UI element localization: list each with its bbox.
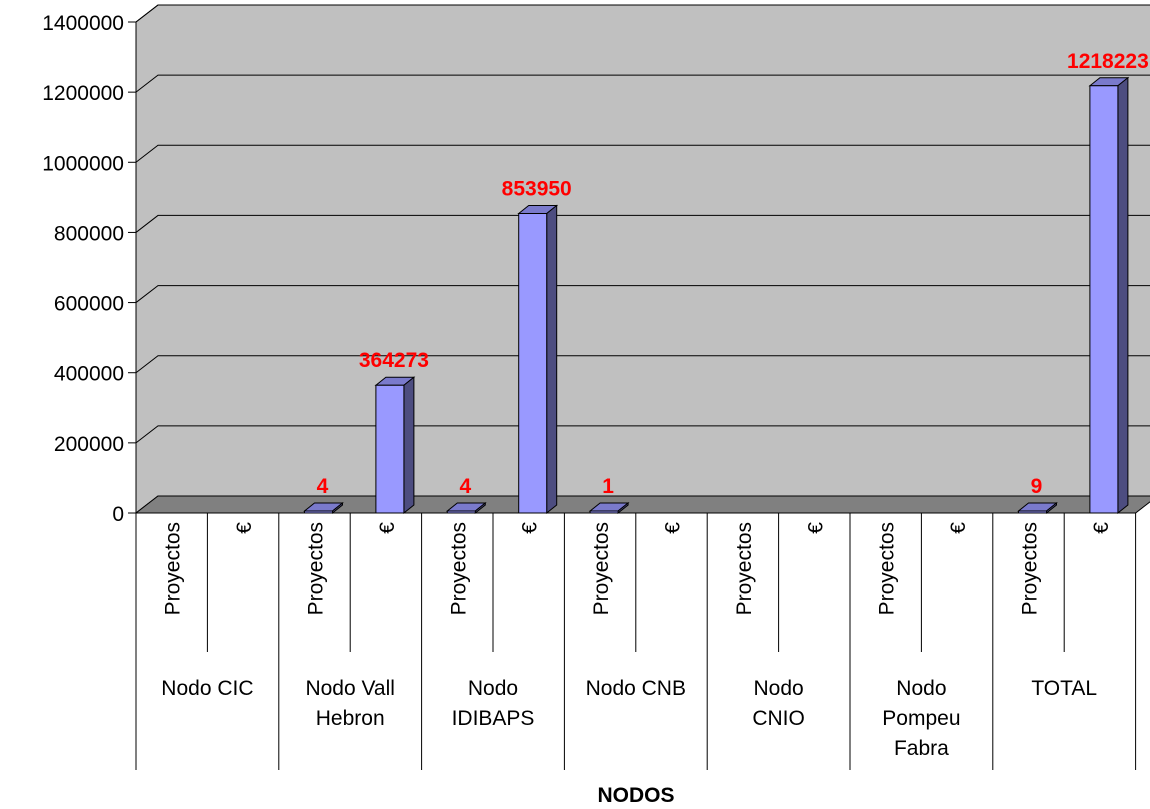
back-wall bbox=[135, 4, 1150, 515]
y-tick-label: 600000 bbox=[54, 293, 124, 316]
x-group-label: Nodo Vall bbox=[305, 677, 395, 700]
x-group-label: Nodo bbox=[896, 677, 946, 700]
x-group-label: Nodo bbox=[753, 677, 803, 700]
x-group-label: CNIO bbox=[752, 707, 805, 730]
y-tick-label: 0 bbox=[112, 503, 124, 526]
gridlines bbox=[135, 4, 1150, 444]
x-sub-label: € bbox=[519, 522, 542, 534]
x-sub-label: € bbox=[662, 522, 685, 534]
y-tick-label: 1000000 bbox=[42, 152, 124, 175]
x-group-label: Nodo CNB bbox=[586, 677, 686, 700]
gridline bbox=[135, 285, 1150, 303]
bar bbox=[446, 510, 476, 514]
x-sub-label: € bbox=[1090, 522, 1113, 534]
bar bbox=[375, 384, 405, 514]
bar-side bbox=[546, 204, 558, 515]
x-sub-label: Proyectos bbox=[305, 522, 328, 615]
bar bbox=[1089, 85, 1119, 514]
gridline bbox=[135, 355, 1150, 374]
data-label: 4 bbox=[459, 475, 471, 498]
x-sub-label: Proyectos bbox=[590, 522, 613, 615]
bars bbox=[303, 76, 1130, 515]
gridline bbox=[135, 4, 1150, 23]
y-tick-label: 1400000 bbox=[42, 12, 124, 35]
x-group-label: Fabra bbox=[894, 737, 949, 760]
x-axis: Proyectos € Nodo CIC Proyectos € Nodo Vall Heb… bbox=[135, 513, 1137, 770]
x-group-label: Hebron bbox=[316, 707, 385, 730]
bar bbox=[589, 510, 619, 514]
gridline bbox=[135, 214, 1150, 233]
x-group-label: Nodo bbox=[468, 677, 518, 700]
x-group-label: TOTAL bbox=[1031, 677, 1097, 700]
x-sub-label: Proyectos bbox=[1019, 522, 1042, 615]
x-sub-label: Proyectos bbox=[876, 522, 899, 615]
x-axis-title: NODOS bbox=[597, 784, 674, 807]
floor bbox=[134, 495, 1150, 514]
x-group-label: Pompeu bbox=[882, 707, 960, 730]
data-label: 4 bbox=[317, 475, 329, 498]
gridline bbox=[135, 425, 1150, 444]
x-sub-label: € bbox=[376, 522, 399, 534]
bar bbox=[518, 213, 548, 514]
y-tick-label: 800000 bbox=[54, 222, 124, 245]
data-labels: 4 364273 4 853950 1 9 1218223 bbox=[317, 50, 1149, 498]
y-tick-label: 1200000 bbox=[42, 82, 124, 105]
x-sub-label: Proyectos bbox=[733, 522, 756, 615]
bar bbox=[304, 510, 333, 514]
chart-walls bbox=[134, 4, 1150, 515]
data-label: 9 bbox=[1031, 475, 1043, 498]
bar bbox=[1018, 510, 1047, 514]
gridline bbox=[135, 144, 1150, 163]
x-group-label: Nodo CIC bbox=[161, 677, 253, 700]
data-label: 364273 bbox=[359, 349, 429, 372]
data-label: 853950 bbox=[502, 178, 572, 201]
y-tick-label: 400000 bbox=[54, 363, 124, 386]
x-sub-label: Proyectos bbox=[162, 522, 185, 615]
bar-side bbox=[403, 376, 415, 515]
x-sub-label: Proyectos bbox=[447, 522, 470, 615]
bar-side bbox=[1117, 76, 1129, 515]
gridline bbox=[135, 74, 1150, 93]
y-axis: 0 200000 400000 600000 800000 1000000 1200000 1… bbox=[42, 12, 137, 526]
x-sub-label: € bbox=[804, 522, 827, 534]
x-sub-label: € bbox=[233, 522, 256, 534]
x-group-label: IDIBAPS bbox=[452, 707, 535, 730]
data-label: 1 bbox=[602, 475, 614, 498]
y-tick-label: 200000 bbox=[54, 433, 124, 456]
x-sub-label: € bbox=[947, 522, 970, 534]
data-label: 1218223 bbox=[1067, 50, 1149, 73]
